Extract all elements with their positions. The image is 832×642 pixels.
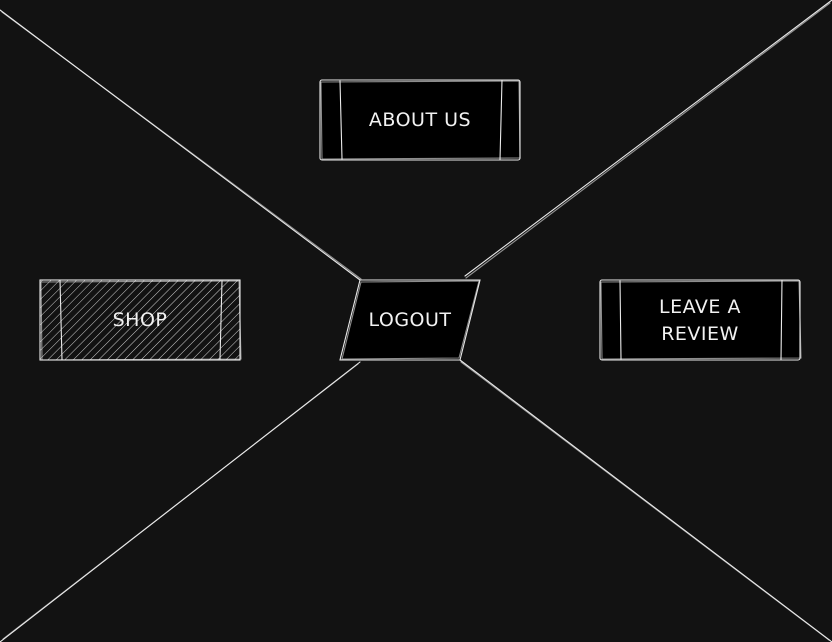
node-about-us-label: ABOUT US <box>369 109 471 131</box>
node-leave-review[interactable]: LEAVE A REVIEW <box>600 280 801 360</box>
node-leave-review-label-line1: LEAVE A <box>659 296 741 318</box>
node-leave-review-label-line2: REVIEW <box>661 323 739 345</box>
node-shop-label: SHOP <box>113 309 168 331</box>
node-logout-label: LOGOUT <box>368 309 451 331</box>
node-about-us[interactable]: ABOUT US <box>320 80 520 160</box>
node-shop[interactable]: SHOP <box>40 280 241 360</box>
node-logout[interactable]: LOGOUT <box>340 280 480 360</box>
